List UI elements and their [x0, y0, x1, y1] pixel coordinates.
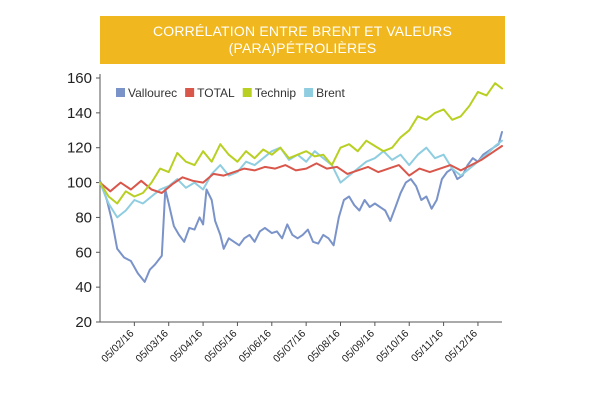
legend: Vallourec TOTAL Technip Brent	[116, 86, 345, 100]
x-tick-label: 05/07/16	[271, 328, 308, 365]
x-tick-label: 05/12/16	[443, 328, 480, 365]
x-tick-label: 05/02/16	[99, 328, 136, 365]
x-tick-label: 05/04/16	[168, 328, 205, 365]
x-tick-label: 05/11/16	[409, 328, 446, 365]
y-tick-label: 40	[75, 279, 92, 296]
y-tick-label: 60	[75, 244, 92, 261]
chart-title-line-2: (PARA)PÉTROLIÈRES	[228, 40, 377, 56]
y-tick-label: 100	[67, 175, 92, 192]
x-tick-label: 05/03/16	[133, 328, 170, 365]
chart-title-line-1: CORRÉLATION ENTRE BRENT ET VALEURS	[152, 23, 453, 39]
legend-swatch-brent	[304, 88, 314, 97]
legend-label-brent: Brent	[316, 86, 345, 100]
series-layer	[99, 82, 503, 283]
legend-label-vallourec: Vallourec	[128, 86, 177, 100]
x-tick-label: 05/09/16	[340, 328, 377, 365]
x-axis: 05/02/1605/03/1605/04/1605/05/1605/06/16…	[99, 321, 502, 365]
legend-swatch-vallourec	[116, 88, 125, 97]
series-line-vallourec	[99, 131, 503, 283]
legend-swatch-technip	[242, 88, 252, 97]
legend-swatch-total	[185, 88, 195, 97]
y-axis: 20 40 60 80 100 120 140 160	[67, 70, 101, 331]
legend-label-technip: Technip	[255, 86, 297, 100]
y-tick-label: 140	[67, 105, 92, 122]
series-line-total	[99, 145, 503, 194]
x-tick-label: 05/08/16	[305, 328, 342, 365]
x-tick-label: 05/10/16	[374, 328, 411, 365]
y-tick-label: 120	[67, 140, 92, 157]
series-line-technip	[99, 82, 503, 205]
x-tick-label: 05/06/16	[237, 328, 274, 365]
y-tick-label: 80	[75, 209, 92, 226]
y-tick-label: 20	[75, 314, 92, 331]
y-tick-label: 160	[67, 70, 92, 87]
legend-label-total: TOTAL	[197, 86, 235, 100]
x-tick-label: 05/05/16	[202, 328, 239, 365]
chart-title-banner: CORRÉLATION ENTRE BRENT ET VALEURS (PARA…	[100, 16, 505, 64]
series-line-brent	[99, 139, 503, 219]
